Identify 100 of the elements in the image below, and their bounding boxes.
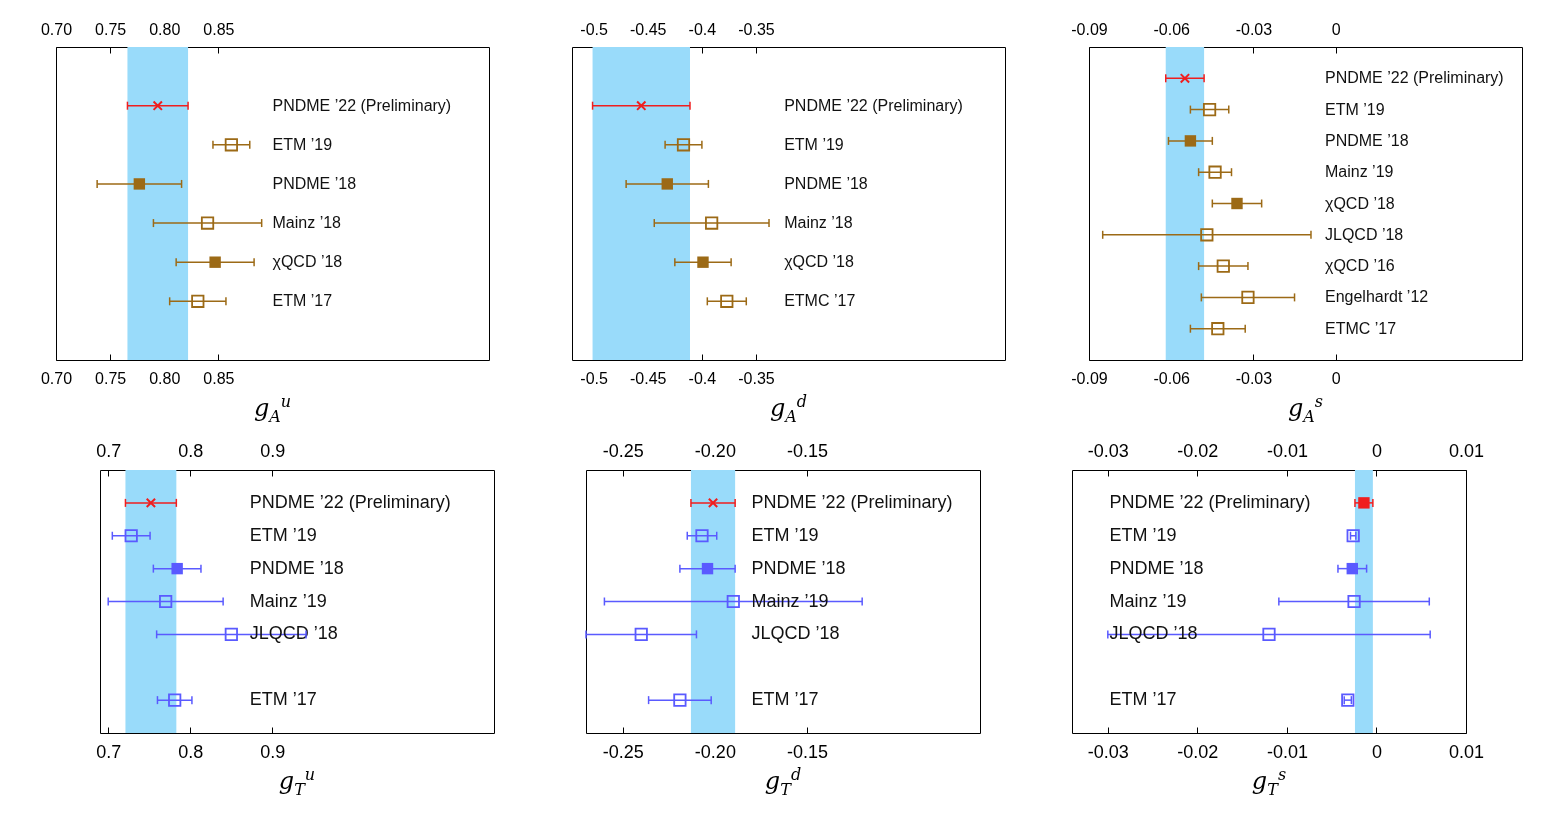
x-tick-label: -0.35 [738, 20, 775, 38]
point [209, 256, 221, 268]
category-label: ETM ’19 [751, 524, 819, 545]
category-label: PNDME ’22 (Preliminary) [249, 491, 451, 512]
point [1346, 562, 1358, 575]
category-label: Mainz ’18 [784, 214, 853, 232]
point [1179, 73, 1191, 84]
point [695, 529, 709, 543]
category-label: χQCD ’18 [272, 253, 343, 271]
point [1184, 135, 1197, 147]
point [697, 256, 709, 268]
x2-tick-label: -0.01 [1266, 741, 1308, 762]
category-label: ETM ’19 [1109, 524, 1177, 545]
category-label: PNDME ’22 (Preliminary) [1109, 491, 1311, 512]
category-label: ETM ’17 [751, 689, 819, 710]
category-label: χQCD ’16 [1324, 257, 1395, 275]
category-label: ETM ’19 [784, 135, 844, 153]
x-tick-label: -0.03 [1235, 20, 1273, 38]
point [1262, 627, 1276, 641]
x2-tick-label: -0.09 [1071, 369, 1108, 387]
point [1216, 259, 1230, 273]
point [726, 594, 740, 609]
x-tick-label: -0.03 [1087, 440, 1129, 461]
x2-tick-label: -0.5 [580, 369, 609, 387]
x-tick-label: -0.20 [694, 440, 736, 461]
x-tick-label: 0.80 [149, 20, 181, 38]
category-label: Mainz ’19 [1324, 163, 1394, 181]
x2-tick-label: 0.70 [40, 369, 73, 387]
x-tick-label: 0.7 [96, 440, 122, 461]
x-tick-label: 0.75 [95, 20, 127, 38]
category-label: JLQCD ’18 [1324, 225, 1404, 243]
x2-tick-label: -0.25 [602, 741, 644, 762]
category-label: PNDME ’18 [249, 557, 344, 578]
point [168, 693, 182, 707]
point [707, 497, 719, 509]
category-label: PNDME ’18 [1109, 557, 1204, 578]
point [152, 100, 163, 111]
x-tick-label: -0.5 [580, 20, 609, 38]
category-label: χQCD ’18 [1324, 194, 1395, 212]
point [705, 216, 719, 230]
category-label: Mainz ’19 [249, 590, 327, 611]
category-label: ETM ’19 [1324, 100, 1385, 118]
category-label: Engelhardt ’12 [1324, 288, 1429, 306]
point [720, 294, 734, 308]
x2-tick-label: -0.03 [1235, 369, 1273, 387]
point [224, 138, 238, 152]
category-label: PNDME ’18 [1324, 131, 1409, 149]
category-label: Mainz ’19 [1109, 590, 1187, 611]
x-tick-label: -0.02 [1177, 440, 1219, 461]
category-label: PNDME ’22 (Preliminary) [1324, 69, 1504, 87]
x-tick-label: 0.01 [1448, 440, 1485, 461]
point [171, 562, 183, 575]
category-label: ETM ’17 [249, 689, 317, 710]
x2-tick-label: -0.02 [1177, 741, 1219, 762]
category-label: ETMC ’17 [784, 292, 856, 310]
category-label: ETM ’17 [1109, 689, 1177, 710]
point [1208, 165, 1222, 179]
category-label: Mainz ’18 [272, 214, 341, 232]
point [191, 294, 205, 308]
x-tick-label: -0.01 [1266, 440, 1308, 461]
point [676, 138, 691, 152]
x2-tick-label: -0.20 [694, 741, 736, 762]
point [1358, 497, 1370, 509]
category-label: JLQCD ’18 [751, 623, 840, 644]
x-tick-label: 0.70 [40, 20, 73, 38]
x2-tick-label: 0 [1371, 741, 1382, 762]
point [673, 693, 687, 707]
x2-tick-label: 0.8 [178, 741, 204, 762]
category-label: ETM ’19 [249, 524, 317, 545]
category-label: PNDME ’18 [751, 557, 846, 578]
x2-tick-label: -0.35 [738, 369, 775, 387]
point [661, 178, 673, 190]
point [1200, 228, 1214, 242]
category-label: PNDME ’22 (Preliminary) [784, 96, 963, 114]
category-label: χQCD ’18 [784, 253, 854, 271]
category-label: ETM ’17 [272, 292, 333, 310]
point [1211, 322, 1225, 336]
x-tick-label: 0.8 [178, 440, 204, 461]
x-tick-label: 0.85 [203, 20, 235, 38]
category-label: PNDME ’22 (Preliminary) [272, 96, 452, 114]
x2-tick-label: 0.01 [1448, 741, 1485, 762]
category-label: ETM ’19 [272, 135, 333, 153]
x-tick-label: -0.4 [688, 20, 717, 38]
point [636, 100, 647, 111]
category-label: PNDME ’18 [272, 174, 357, 192]
point [124, 529, 138, 543]
x-tick-label: 0 [1371, 440, 1382, 461]
point [145, 497, 157, 509]
x2-tick-label: -0.03 [1087, 741, 1129, 762]
x2-tick-label: 0.80 [149, 369, 181, 387]
point [1202, 103, 1217, 117]
point [200, 216, 215, 230]
x-tick-label: -0.15 [786, 440, 828, 461]
x2-tick-label: 0.85 [203, 369, 235, 387]
point [701, 562, 714, 575]
x-tick-label: 0 [1331, 20, 1341, 38]
point [1347, 594, 1361, 609]
point [159, 594, 173, 609]
x2-tick-label: -0.06 [1153, 369, 1191, 387]
point [133, 178, 146, 190]
